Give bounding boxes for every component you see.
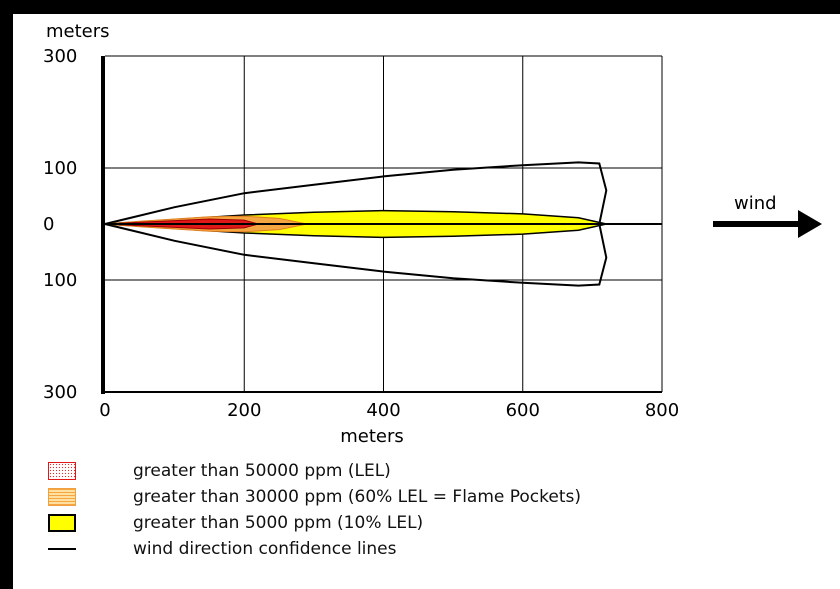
y-tick-label: 100: [43, 270, 77, 291]
wind-label: wind: [734, 193, 777, 214]
x-tick-label: 200: [227, 400, 261, 421]
legend-label: greater than 50000 ppm (LEL): [133, 461, 391, 481]
y-tick-label: 300: [43, 382, 77, 403]
wind-arrow: wind: [713, 193, 822, 238]
legend-swatch-yellow: [48, 514, 76, 532]
x-tick-label: 600: [506, 400, 540, 421]
y-tick-label: 0: [43, 214, 54, 235]
x-tick-label: 800: [645, 400, 679, 421]
legend-item-10pct-lel: greater than 5000 ppm (10% LEL): [48, 510, 581, 536]
legend-item-flame-pockets: greater than 30000 ppm (60% LEL = Flame …: [48, 484, 581, 510]
y-tick-label: 100: [43, 158, 77, 179]
legend-swatch-line: [48, 548, 76, 550]
x-axis-title: meters: [340, 426, 404, 444]
legend-swatch-red: [48, 462, 76, 480]
legend-item-lel: greater than 50000 ppm (LEL): [48, 458, 581, 484]
y-axis-title: meters: [46, 21, 110, 42]
x-tick-label: 0: [99, 400, 110, 421]
legend-label: greater than 5000 ppm (10% LEL): [133, 513, 423, 533]
wind-arrow-head: [798, 210, 822, 238]
legend-label: wind direction confidence lines: [133, 539, 397, 559]
legend-label: greater than 30000 ppm (60% LEL = Flame …: [133, 487, 581, 507]
y-tick-label: 300: [43, 46, 77, 67]
legend-item-confidence-lines: wind direction confidence lines: [48, 536, 581, 562]
legend: greater than 50000 ppm (LEL) greater tha…: [48, 458, 581, 562]
chart-svg: 0 200 400 600 800 300 100 0 100 300 meters meters…: [13, 14, 840, 444]
chart-frame: 0 200 400 600 800 300 100 0 100 300 meters meters…: [13, 14, 840, 589]
x-tick-label: 400: [366, 400, 400, 421]
legend-swatch-orange: [48, 488, 76, 506]
